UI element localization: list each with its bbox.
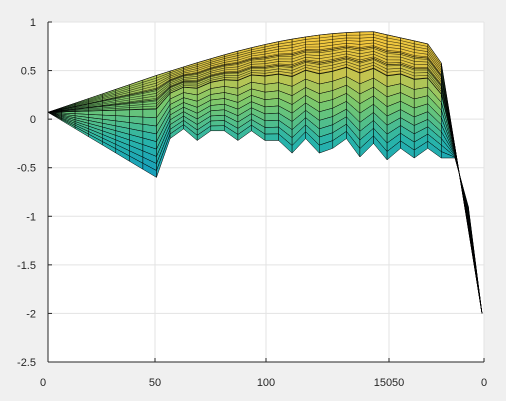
surface-patch	[264, 133, 279, 141]
surface-mesh-line	[47, 31, 483, 314]
surface-patch	[264, 105, 279, 115]
surface-plot	[47, 31, 483, 314]
surface-mesh-line	[47, 64, 483, 314]
surface-mesh-line	[47, 34, 483, 314]
z-tick-label: 1	[30, 17, 36, 29]
surface-mesh-line	[47, 36, 483, 314]
surface-patch	[142, 108, 157, 119]
surface-patch	[210, 125, 225, 132]
surface-patch	[264, 98, 279, 108]
surface-patch	[129, 109, 144, 118]
surface-patch	[305, 34, 320, 52]
x-tick-label: 0	[481, 377, 487, 389]
x-tick-label: 50	[149, 377, 161, 389]
surface-patch	[210, 120, 225, 127]
surface-mesh-line	[47, 61, 483, 314]
x-tick-label: 100	[257, 377, 275, 389]
x-tick-label: 15050	[374, 377, 405, 389]
surface-patch	[264, 112, 279, 122]
surface-patch	[468, 206, 483, 314]
z-tick-label: -1.5	[17, 260, 36, 272]
surface-mesh-line	[47, 58, 483, 314]
surface-mesh-line	[47, 56, 483, 314]
z-tick-label: -2.5	[17, 357, 36, 369]
surface-patch	[264, 119, 279, 128]
surface-mesh-line	[47, 53, 483, 314]
surface-mesh-line	[47, 42, 483, 314]
z-tick-label: -2	[26, 308, 36, 320]
surface-mesh-line	[47, 39, 483, 314]
x-tick-label: 0	[40, 377, 46, 389]
surface-patch	[264, 126, 279, 135]
surface-patch	[210, 114, 225, 122]
surface-mesh-line	[47, 66, 483, 314]
z-tick-label: -0.5	[17, 163, 36, 175]
x-tick-labels: 0 50 100 15050 0	[40, 358, 487, 389]
z-tick-label: 0.5	[21, 66, 36, 78]
z-tick-label: 0	[30, 114, 36, 126]
z-tick-label: -1	[26, 211, 36, 223]
surface-patch	[115, 109, 130, 117]
z-tick-labels: 1 0.5 0 -0.5 -1 -1.5 -2 -2.5	[17, 17, 52, 369]
surface-mesh-line	[47, 45, 483, 314]
surface-mesh-line	[47, 50, 483, 314]
surface-patch	[102, 110, 117, 116]
surface-mesh-line	[47, 48, 483, 314]
